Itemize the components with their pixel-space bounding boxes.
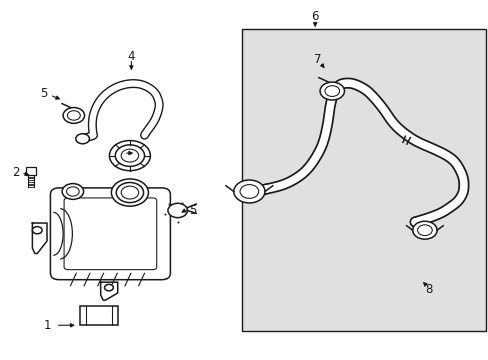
Bar (242, 30, 485, 330)
FancyBboxPatch shape (50, 188, 170, 280)
Circle shape (167, 203, 187, 218)
Text: 4: 4 (127, 50, 135, 63)
Circle shape (115, 145, 144, 166)
Circle shape (320, 82, 344, 100)
Circle shape (67, 111, 80, 120)
Circle shape (66, 187, 79, 196)
Circle shape (62, 184, 83, 199)
Text: 3: 3 (113, 147, 120, 159)
Circle shape (240, 185, 258, 198)
Text: 8: 8 (424, 283, 431, 296)
Bar (26, 167, 36, 175)
Circle shape (111, 179, 148, 206)
Circle shape (32, 226, 42, 234)
Circle shape (63, 108, 84, 123)
Circle shape (325, 86, 339, 96)
Text: 6: 6 (311, 10, 318, 23)
Text: 5: 5 (40, 87, 47, 100)
Circle shape (121, 149, 139, 162)
Circle shape (412, 221, 436, 239)
Text: 7: 7 (313, 53, 321, 66)
Circle shape (109, 140, 150, 171)
Circle shape (76, 134, 89, 144)
Circle shape (417, 225, 431, 235)
Circle shape (121, 186, 139, 199)
Circle shape (116, 183, 143, 203)
Text: 2: 2 (13, 166, 20, 179)
Text: 5: 5 (189, 204, 197, 217)
Circle shape (104, 284, 113, 291)
Text: 1: 1 (43, 319, 51, 332)
Bar (80, 306, 118, 325)
Circle shape (233, 180, 264, 203)
